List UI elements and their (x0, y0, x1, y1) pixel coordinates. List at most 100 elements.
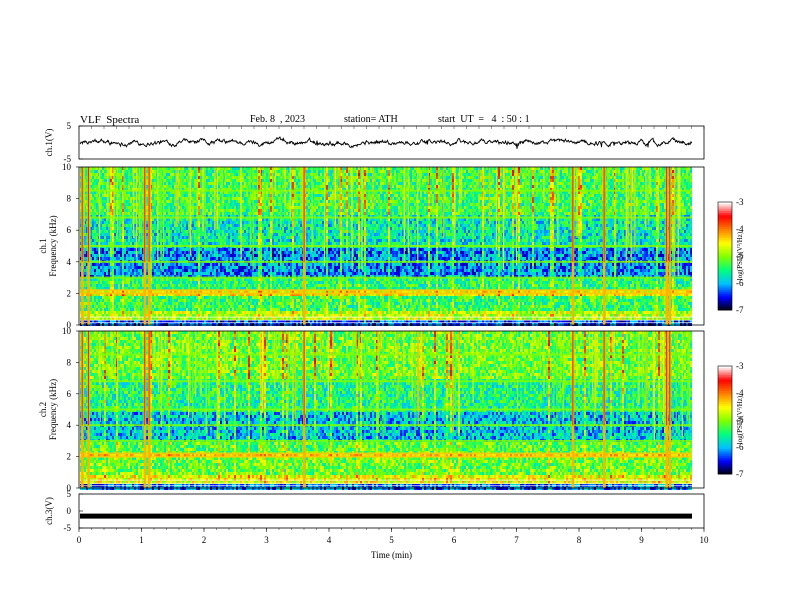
spectrogram-cell (116, 302, 118, 305)
spectrogram-cell (118, 299, 120, 302)
spectrogram-cell (96, 173, 98, 176)
spectrogram-cell (100, 221, 102, 224)
spectrogram-cell (118, 296, 120, 299)
spectrogram-cell (118, 269, 120, 272)
spectrogram-cell (100, 284, 102, 287)
spectrogram-cell (96, 269, 98, 272)
spectrogram-cell (104, 227, 106, 230)
spectrogram-cell (114, 239, 116, 242)
spectrogram-cell (92, 197, 94, 200)
spectrogram-cell (120, 296, 122, 299)
spectrogram-cell (110, 206, 112, 209)
spectrogram-cell (122, 233, 124, 236)
spectrogram-cell (98, 296, 100, 299)
spectrogram-cell (90, 323, 92, 326)
spectrogram-cell (122, 308, 124, 311)
spectrogram-cell (90, 305, 92, 308)
spectrogram-cell (120, 311, 122, 314)
spectrogram-cell (114, 248, 116, 251)
spectrogram-cell (110, 227, 112, 230)
spectrogram-cell (122, 263, 124, 266)
spectrogram-cell (96, 224, 98, 227)
spectrogram-cell (100, 212, 102, 215)
spectrogram-cell (100, 233, 102, 236)
spectrogram-cell (112, 302, 114, 305)
spectrogram-cell (90, 308, 92, 311)
spectrogram-cell (102, 323, 104, 326)
spectrogram-cell (110, 173, 112, 176)
spectrogram-cell (96, 272, 98, 275)
spectrogram-cell (92, 206, 94, 209)
spectrogram-cell (84, 239, 86, 242)
spectrogram-cell (100, 314, 102, 317)
spectrogram-cell (112, 323, 114, 326)
spectrogram-cell (92, 194, 94, 197)
spectrogram-cell (120, 251, 122, 254)
spectrogram-cell (122, 239, 124, 242)
spectrogram-cell (100, 203, 102, 206)
spectrogram-cell (120, 284, 122, 287)
spectrogram-cell (122, 296, 124, 299)
spectrogram-cell (102, 242, 104, 245)
spectrogram-cell (110, 242, 112, 245)
spectrogram-cell (114, 284, 116, 287)
spectrogram-cell (100, 227, 102, 230)
spectrogram-cell (106, 302, 108, 305)
spectrogram-cell (96, 296, 98, 299)
spectrogram-cell (94, 224, 96, 227)
spectrogram-cell (114, 236, 116, 239)
spectrogram-cell (114, 272, 116, 275)
spectrogram-cell (108, 230, 110, 233)
spectrogram-cell (108, 224, 110, 227)
spectrogram-cell (122, 221, 124, 224)
spectrogram-cell (122, 269, 124, 272)
spectrogram-cell (100, 272, 102, 275)
spectrogram-cell (98, 314, 100, 317)
spectrogram-cell (108, 296, 110, 299)
spectrogram-cell (102, 185, 104, 188)
spectrogram-cell (92, 272, 94, 275)
spectrogram-cell (104, 185, 106, 188)
spectrogram-cell (96, 239, 98, 242)
spectrogram-cell (94, 314, 96, 317)
spectrogram-cell (108, 272, 110, 275)
spectrogram-cell (98, 269, 100, 272)
spectrogram-cell (94, 197, 96, 200)
spectrogram-cell (110, 236, 112, 239)
spectrogram-cell (116, 248, 118, 251)
spectrogram-cell (122, 323, 124, 326)
spectrogram-cell (110, 182, 112, 185)
spectrogram-cell (112, 314, 114, 317)
spectrogram-cell (102, 212, 104, 215)
spectrogram-cell (96, 194, 98, 197)
spectrogram-cell (94, 266, 96, 269)
spectrogram-cell (114, 281, 116, 284)
spectrogram-cell (112, 305, 114, 308)
spectrogram-cell (104, 272, 106, 275)
spectrogram-cell (108, 314, 110, 317)
spectrogram-cell (104, 170, 106, 173)
spectrogram-cell (112, 257, 114, 260)
spectrogram-cell (96, 206, 98, 209)
spectrogram-cell (84, 272, 86, 275)
spectrogram-cell (102, 200, 104, 203)
spectrogram-cell (102, 269, 104, 272)
spectrogram-cell (92, 242, 94, 245)
spectrogram-cell (122, 284, 124, 287)
spectrogram-cell (122, 242, 124, 245)
spectrogram-cell (122, 266, 124, 269)
spectrogram-cell (84, 257, 86, 260)
spectrogram-cell (124, 206, 126, 209)
spectrogram-cell (114, 302, 116, 305)
spectrogram-cell (106, 263, 108, 266)
spectrogram-cell (108, 233, 110, 236)
spectrogram-cell (92, 167, 94, 170)
spectrogram-cell (110, 263, 112, 266)
spectrogram-cell (114, 257, 116, 260)
spectrogram-cell (96, 308, 98, 311)
spectrogram-cell (104, 236, 106, 239)
spectrogram-cell (114, 266, 116, 269)
spectrogram-cell (94, 299, 96, 302)
spectrogram-cell (122, 236, 124, 239)
spectrogram-cell (94, 227, 96, 230)
